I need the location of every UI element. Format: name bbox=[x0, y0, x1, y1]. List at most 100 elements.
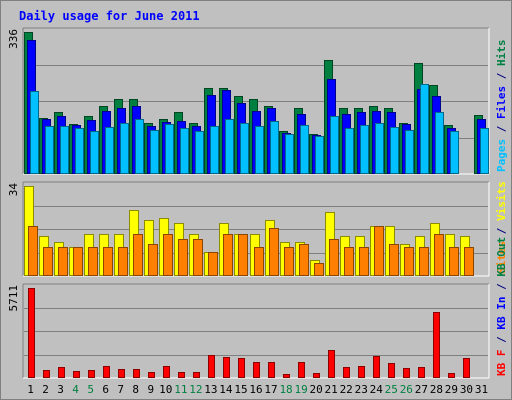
kbf-kbin-kbout-bar-kb-f bbox=[283, 374, 290, 378]
x-tick-label: 28 bbox=[430, 383, 443, 396]
kbf-kbin-kbout-bar-kb-f bbox=[223, 357, 230, 378]
x-tick-label: 5 bbox=[87, 383, 94, 396]
hits-files-pages-bar-pages bbox=[240, 123, 249, 174]
hits-files-pages-bar-pages bbox=[150, 130, 159, 174]
visits-sites-bar-sites bbox=[43, 247, 53, 276]
hits-files-pages-bar-pages bbox=[120, 123, 129, 174]
visits-sites-bar-sites bbox=[464, 247, 474, 276]
visits-sites-bar-sites bbox=[299, 244, 309, 276]
visits-sites-bar-sites bbox=[193, 239, 203, 276]
hits-files-pages-bar-pages bbox=[420, 84, 429, 174]
hits-files-pages-bar-pages bbox=[60, 126, 69, 174]
kbf-kbin-kbout-bar-kb-f bbox=[163, 366, 170, 378]
hits-files-pages-bar-pages bbox=[180, 128, 189, 174]
kbf-kbin-kbout-bar-kb-f bbox=[298, 362, 305, 378]
x-tick-label: 24 bbox=[370, 383, 384, 396]
kbf-kbin-kbout-bar-kb-f bbox=[463, 358, 470, 378]
kbf-kbin-kbout-bar-kb-f bbox=[313, 373, 320, 378]
visits-sites-bar-sites bbox=[133, 234, 143, 276]
x-tick-label: 31 bbox=[475, 383, 488, 396]
x-tick-label: 17 bbox=[264, 383, 277, 396]
kbf-kbin-kbout-bar-kb-f bbox=[238, 358, 245, 378]
hits-files-pages-legend-label: Pages / Files / Hits bbox=[495, 40, 508, 173]
kbf-kbin-kbout-bar-kb-f bbox=[28, 288, 35, 378]
x-tick-label: 10 bbox=[159, 383, 172, 396]
x-tick-label: 11 bbox=[174, 383, 187, 396]
x-tick-label: 1 bbox=[27, 383, 34, 396]
kbf-kbin-kbout-ymax-label: 5711 bbox=[7, 285, 20, 312]
hits-files-pages-bar-pages bbox=[30, 91, 39, 174]
x-tick-label: 25 bbox=[385, 383, 398, 396]
visits-sites-bar-sites bbox=[284, 247, 294, 276]
x-tick-label: 26 bbox=[400, 383, 413, 396]
visits-sites-bar-sites bbox=[118, 247, 128, 276]
x-tick-label: 27 bbox=[415, 383, 428, 396]
kbf-kbin-kbout-bar-kb-f bbox=[58, 367, 65, 378]
visits-sites-bar-sites bbox=[254, 247, 264, 276]
visits-sites-bar-sites bbox=[73, 247, 83, 276]
visits-sites-bar-sites bbox=[404, 247, 414, 276]
visits-sites-bar-sites bbox=[449, 247, 459, 276]
x-tick-label: 12 bbox=[189, 383, 202, 396]
kbf-kbin-kbout-legend-part: / bbox=[495, 277, 508, 297]
kbf-kbin-kbout-bar-kb-f bbox=[103, 366, 110, 378]
hits-files-pages-bar-pages bbox=[285, 134, 294, 174]
x-tick-label: 13 bbox=[204, 383, 217, 396]
kbf-kbin-kbout-bar-kb-f bbox=[88, 370, 95, 378]
x-tick-label: 4 bbox=[72, 383, 79, 396]
visits-sites-bar-sites bbox=[434, 234, 444, 276]
kbf-kbin-kbout-bar-kb-f bbox=[358, 366, 365, 378]
hits-files-pages-bar-pages bbox=[105, 127, 114, 174]
kbf-kbin-kbout-bar-kb-f bbox=[403, 368, 410, 378]
visits-sites-bar-sites bbox=[269, 228, 279, 276]
chart-title: Daily usage for June 2011 bbox=[19, 9, 200, 23]
kbf-kbin-kbout-bar-kb-f bbox=[193, 372, 200, 378]
visits-sites-bar-sites bbox=[208, 252, 218, 276]
visits-sites-bar-sites bbox=[28, 226, 38, 276]
visits-sites-bar-sites bbox=[163, 234, 173, 276]
x-tick-label: 19 bbox=[294, 383, 307, 396]
hits-files-pages-legend-part: Pages bbox=[495, 139, 508, 172]
visits-sites-bar-sites bbox=[419, 247, 429, 276]
x-tick-label: 21 bbox=[325, 383, 338, 396]
hits-files-pages-bar-pages bbox=[270, 121, 279, 174]
kbf-kbin-kbout-bar-kb-f bbox=[418, 367, 425, 378]
visits-sites-bar-sites bbox=[329, 239, 339, 276]
hits-files-pages-legend-part: / bbox=[495, 119, 508, 139]
x-tick-label: 6 bbox=[102, 383, 109, 396]
kbf-kbin-kbout-bar-kb-f bbox=[178, 372, 185, 378]
kbf-kbin-kbout-legend-part: KB Out bbox=[495, 237, 508, 277]
visits-sites-bar-sites bbox=[238, 234, 248, 276]
kbf-kbin-kbout-bar-kb-f bbox=[388, 363, 395, 378]
hits-files-pages-bar-pages bbox=[75, 128, 84, 174]
visits-sites-bar-sites bbox=[344, 247, 354, 276]
hits-files-pages-bar-pages bbox=[195, 131, 204, 174]
hits-files-pages-bar-pages bbox=[135, 119, 144, 174]
visits-sites-bar-sites bbox=[58, 247, 68, 276]
hits-files-pages-bar-pages bbox=[375, 123, 384, 174]
kbf-kbin-kbout-bar-kb-f bbox=[118, 369, 125, 378]
visits-sites-bar-sites bbox=[103, 247, 113, 276]
x-tick-label: 18 bbox=[279, 383, 292, 396]
x-tick-label: 23 bbox=[355, 383, 368, 396]
hits-files-pages-bar-pages bbox=[90, 131, 99, 174]
x-tick-label: 3 bbox=[57, 383, 64, 396]
x-tick-label: 8 bbox=[132, 383, 139, 396]
hits-files-pages-legend-part: Hits bbox=[495, 40, 508, 67]
kbf-kbin-kbout-bar-kb-f bbox=[253, 362, 260, 378]
kbf-kbin-kbout-legend-part: KB In bbox=[495, 297, 508, 330]
visits-sites-legend-part: Sites bbox=[495, 241, 508, 274]
kbf-kbin-kbout-bar-kb-f bbox=[268, 362, 275, 378]
x-tick-label: 22 bbox=[340, 383, 353, 396]
hits-files-pages-bar-pages bbox=[345, 128, 354, 174]
visits-sites-bar-sites bbox=[88, 247, 98, 276]
kbf-kbin-kbout-bar-kb-f bbox=[148, 372, 155, 378]
kbf-kbin-kbout-bar-kb-f bbox=[343, 367, 350, 378]
x-tick-label: 29 bbox=[445, 383, 458, 396]
visits-sites-bar-sites bbox=[359, 247, 369, 276]
visits-sites-legend-part: Visits bbox=[495, 181, 508, 221]
hits-files-pages-bar-pages bbox=[435, 112, 444, 174]
visits-sites-legend-part: / bbox=[495, 221, 508, 241]
hits-files-pages-bar-pages bbox=[330, 116, 339, 174]
visits-sites-bar-sites bbox=[148, 244, 158, 276]
